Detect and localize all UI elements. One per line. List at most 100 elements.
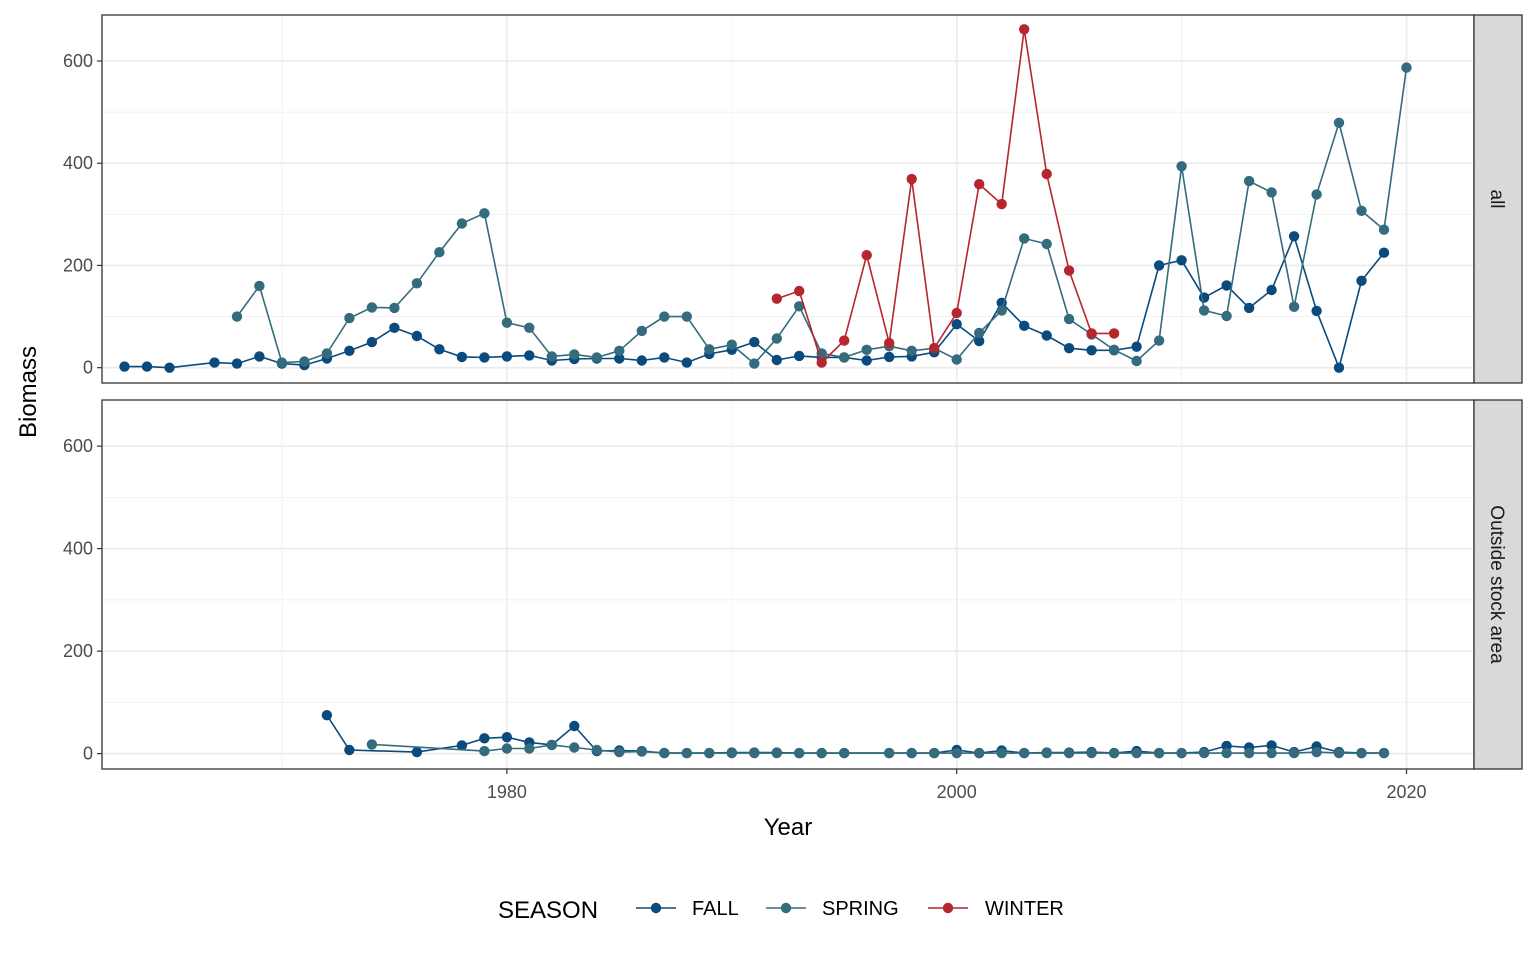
data-point	[1153, 335, 1165, 346]
data-point	[884, 747, 895, 759]
data-point	[861, 344, 872, 355]
data-point	[231, 311, 243, 322]
series-spring	[231, 62, 1412, 369]
data-point	[1221, 747, 1232, 759]
data-point	[839, 352, 850, 363]
data-point	[1086, 345, 1097, 356]
data-point	[366, 739, 378, 750]
x-axis-title: Year	[764, 814, 813, 841]
data-point	[1176, 255, 1187, 266]
y-tick-label: 400	[63, 539, 93, 559]
data-point	[996, 305, 1007, 316]
data-point	[1288, 301, 1300, 312]
data-point	[1266, 740, 1277, 751]
data-point	[456, 351, 468, 363]
panel-outside-stock-area: 0 200 400 600 Outside stock area	[63, 399, 1523, 770]
data-point	[1288, 231, 1300, 242]
data-point	[591, 352, 602, 363]
data-point	[254, 280, 265, 292]
data-point	[164, 362, 175, 373]
data-point	[321, 710, 333, 721]
data-point	[411, 330, 423, 342]
panel-all: 0 200 400 600 all	[63, 14, 1523, 384]
data-point	[681, 357, 692, 368]
data-point	[1243, 175, 1255, 187]
data-point	[614, 345, 625, 356]
data-point	[1311, 746, 1322, 758]
data-point	[1063, 313, 1075, 325]
x-axis: 1980 2000 2020	[487, 769, 1427, 802]
data-point	[839, 747, 850, 759]
data-point	[884, 337, 895, 349]
data-point	[749, 747, 760, 759]
data-point	[681, 311, 692, 322]
data-point	[794, 301, 805, 312]
data-point	[1221, 280, 1232, 291]
data-point	[1198, 305, 1210, 316]
data-point	[1311, 189, 1322, 200]
data-point	[1333, 362, 1345, 373]
data-point	[659, 352, 670, 363]
data-point	[1018, 24, 1030, 35]
data-point	[479, 352, 490, 363]
data-point	[1378, 747, 1390, 759]
data-point	[771, 293, 782, 304]
data-point	[951, 747, 962, 759]
data-point	[411, 746, 423, 758]
data-point	[1131, 355, 1142, 367]
data-point	[974, 747, 985, 759]
x-tick-label: 2020	[1387, 782, 1427, 802]
data-point	[1266, 747, 1277, 759]
data-point	[1288, 747, 1300, 759]
data-point	[771, 354, 782, 366]
legend: SEASON FALL SPRING WINTER	[498, 897, 1064, 924]
x-tick-label: 1980	[487, 782, 527, 802]
data-point	[951, 307, 962, 319]
facet-strip	[1473, 14, 1523, 384]
data-point	[344, 345, 355, 356]
data-point	[861, 250, 872, 261]
data-point	[951, 354, 962, 365]
legend-key-point	[780, 902, 792, 914]
data-point	[1333, 747, 1345, 759]
data-point	[929, 747, 940, 759]
data-point	[344, 312, 355, 324]
legend-item-fall: FALL	[636, 898, 739, 920]
data-point	[636, 325, 647, 337]
data-point	[321, 348, 333, 359]
panel-background	[102, 15, 1474, 383]
data-point	[366, 336, 378, 348]
data-point	[726, 747, 737, 759]
data-point	[884, 351, 895, 363]
data-point	[1378, 247, 1390, 258]
data-point	[906, 747, 917, 759]
data-point	[389, 302, 400, 314]
data-point	[726, 339, 737, 350]
data-point	[996, 747, 1007, 759]
data-point	[366, 302, 378, 313]
data-point	[524, 322, 535, 333]
data-point	[231, 358, 243, 369]
data-point	[1063, 747, 1075, 759]
data-point	[456, 740, 468, 751]
data-point	[524, 743, 535, 754]
data-point	[1108, 747, 1120, 759]
data-point	[816, 747, 827, 759]
data-point	[434, 247, 445, 258]
data-point	[614, 353, 625, 364]
data-point	[1356, 275, 1367, 286]
legend-item-winter: WINTER	[928, 898, 1064, 920]
legend-item-spring: SPRING	[766, 898, 899, 920]
data-point	[906, 173, 917, 185]
data-point	[546, 351, 557, 362]
facet-strip-label: all	[1486, 189, 1507, 208]
data-point	[501, 732, 513, 743]
data-point	[1108, 344, 1120, 355]
series-winter	[771, 24, 1120, 368]
data-point	[1243, 302, 1255, 314]
data-point	[839, 335, 850, 346]
data-point	[1221, 310, 1232, 322]
data-point	[1311, 305, 1322, 317]
data-point	[996, 198, 1007, 210]
data-point	[1041, 330, 1052, 341]
